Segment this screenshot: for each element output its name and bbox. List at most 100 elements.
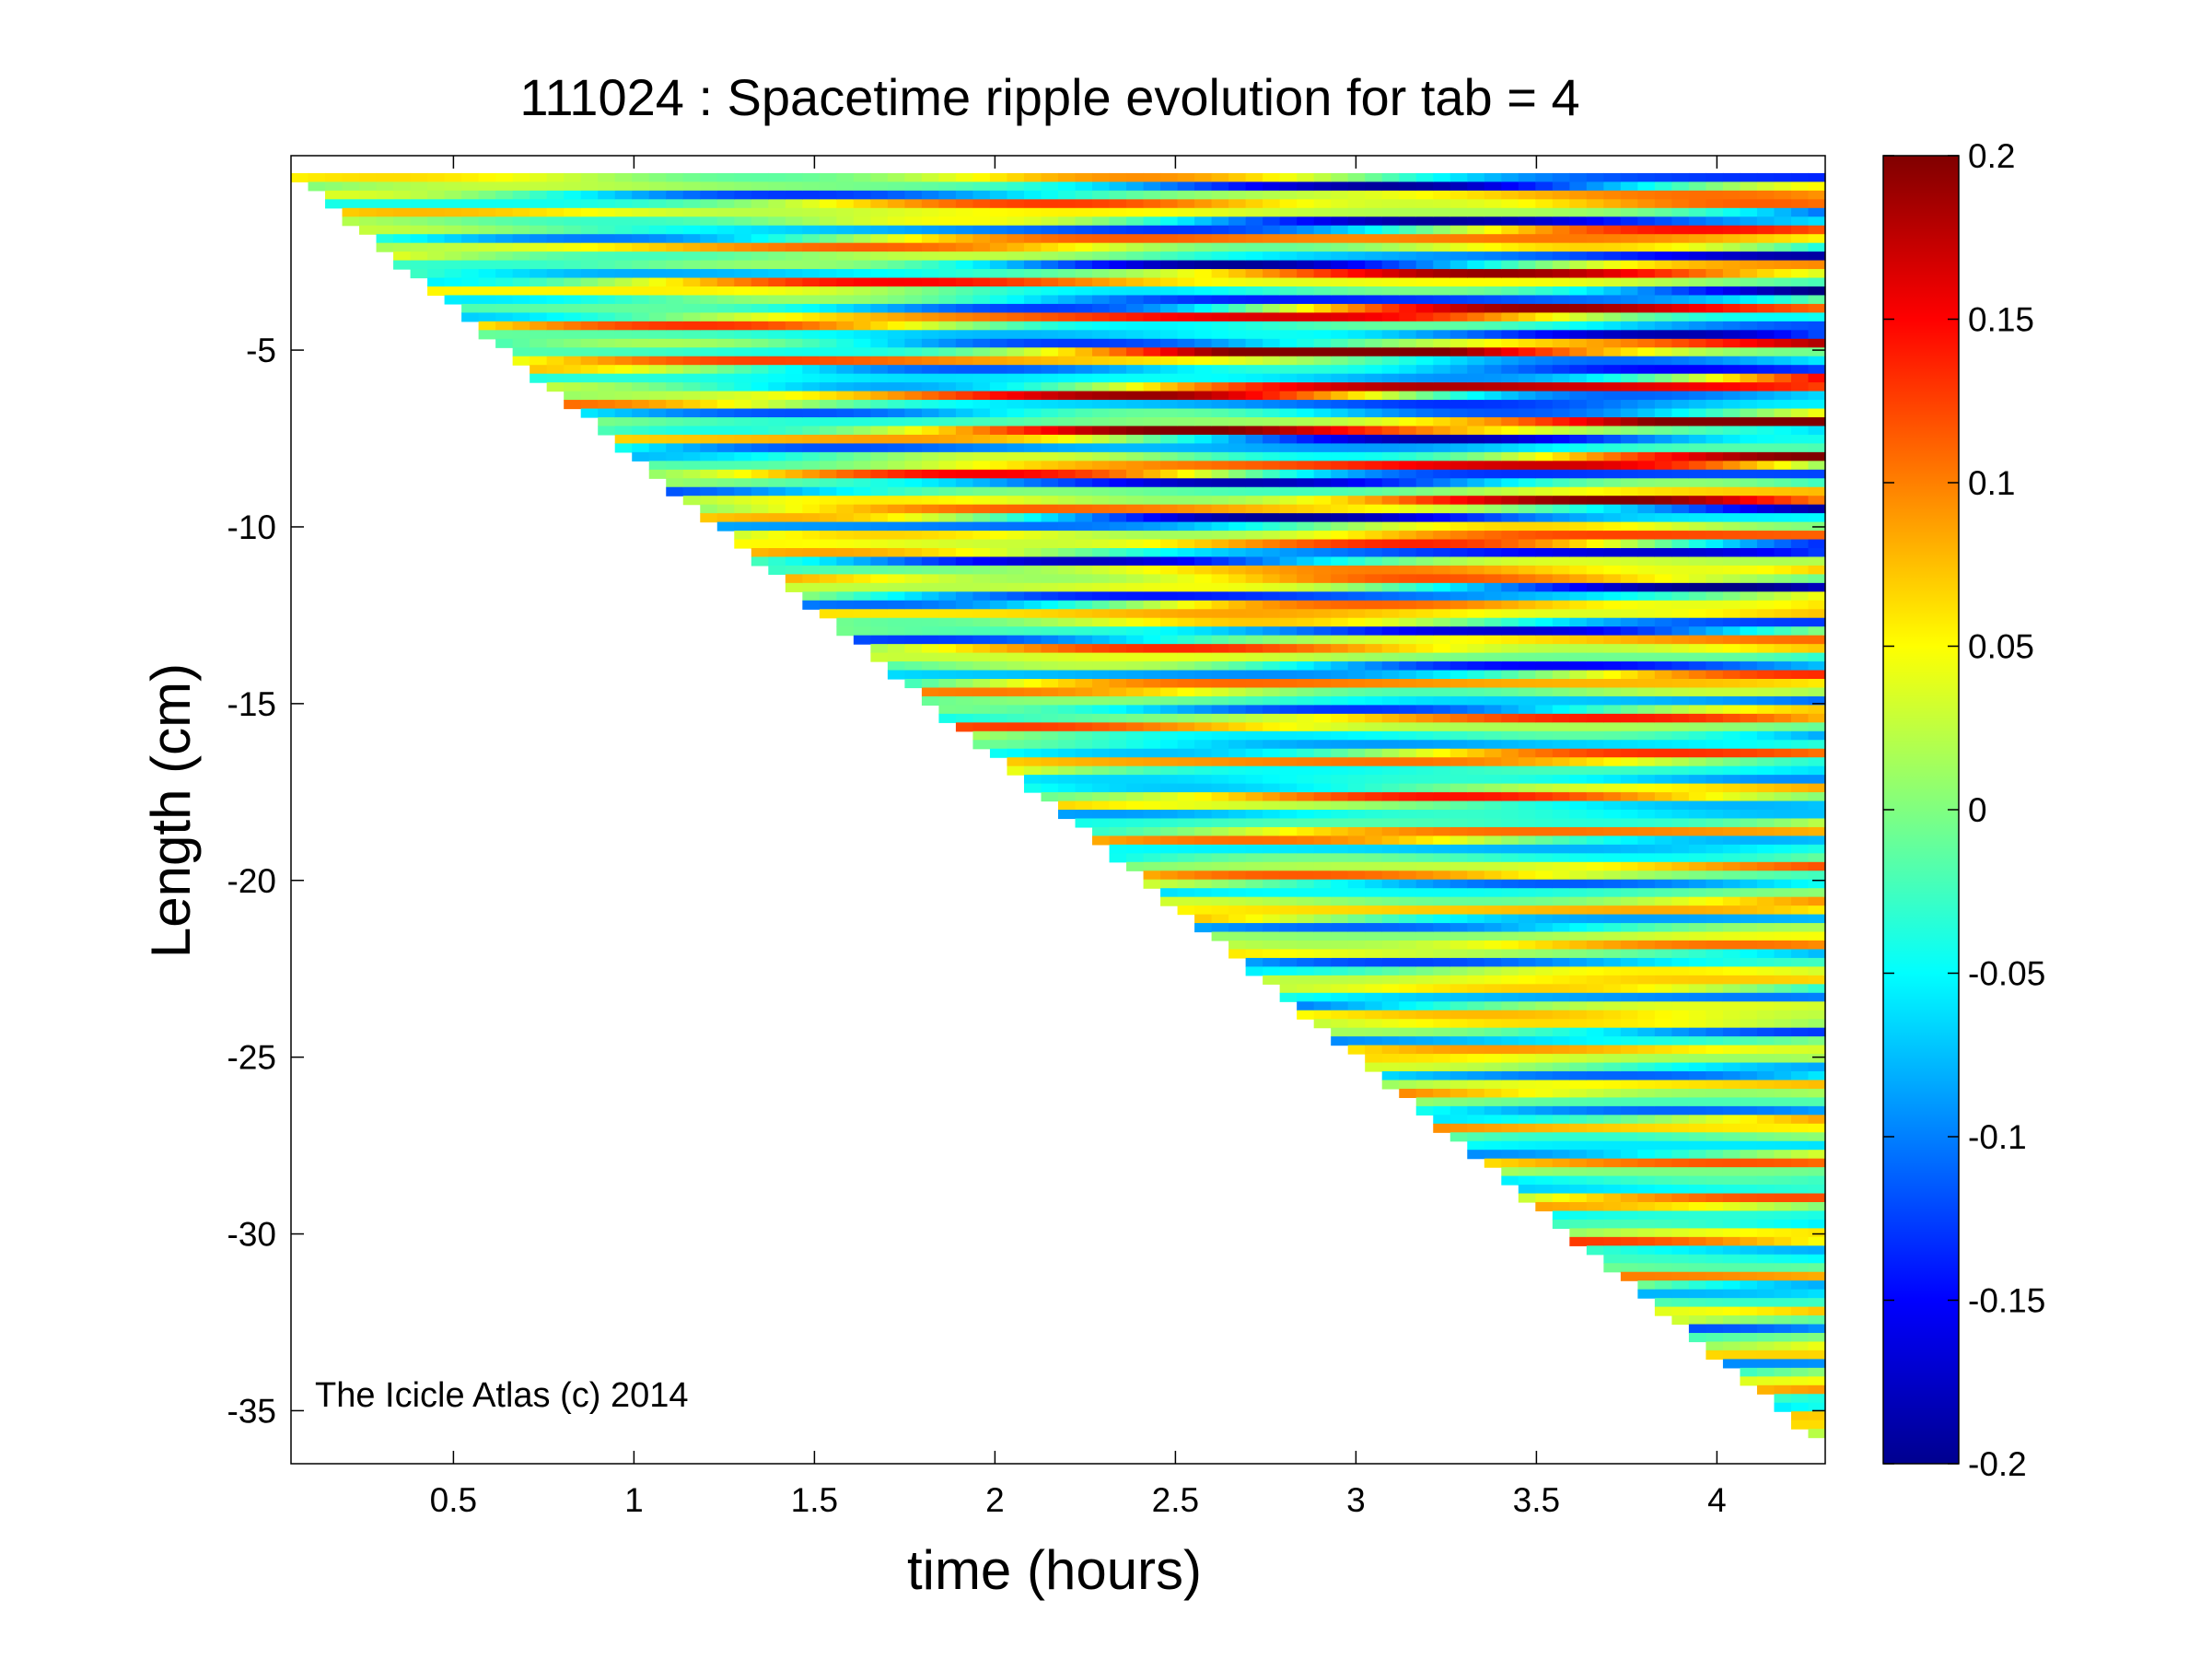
heatmap-cell: [1501, 295, 1519, 305]
heatmap-cell: [716, 356, 735, 366]
heatmap-cell: [1313, 826, 1332, 836]
heatmap-cell: [1518, 330, 1536, 340]
heatmap-cell: [1552, 303, 1570, 313]
heatmap-cell: [989, 609, 1008, 619]
heatmap-cell: [1194, 199, 1213, 209]
heatmap-cell: [1415, 695, 1434, 706]
heatmap-cell: [444, 199, 462, 209]
heatmap-cell: [1245, 225, 1263, 235]
heatmap-cell: [1603, 1010, 1622, 1020]
heatmap-cell: [1058, 644, 1077, 654]
heatmap-cell: [393, 251, 412, 262]
heatmap-cell: [1245, 190, 1263, 200]
heatmap-cell: [1279, 539, 1298, 549]
heatmap-cell: [1092, 548, 1111, 558]
heatmap-cell: [1449, 312, 1468, 322]
heatmap-cell: [1092, 531, 1111, 541]
heatmap-cell: [1518, 1123, 1536, 1133]
heatmap-cell: [1399, 600, 1417, 610]
heatmap-cell: [1058, 373, 1077, 383]
heatmap-cell: [1535, 844, 1554, 854]
heatmap-cell: [1449, 1097, 1468, 1107]
heatmap-cell: [1552, 722, 1570, 732]
heatmap-cell: [921, 382, 940, 392]
heatmap-cell: [1263, 670, 1281, 680]
heatmap-cell: [1297, 181, 1315, 192]
heatmap-cell: [1279, 765, 1298, 776]
heatmap-cell: [1399, 940, 1417, 951]
heatmap-cell: [1501, 879, 1519, 889]
heatmap-cell: [1347, 600, 1366, 610]
heatmap-cell: [1449, 940, 1468, 951]
heatmap-cell: [853, 451, 871, 461]
heatmap-cell: [1381, 661, 1400, 672]
heatmap-cell: [1297, 879, 1315, 889]
heatmap-cell: [546, 225, 565, 235]
heatmap-cell: [1245, 521, 1263, 532]
heatmap-cell: [1467, 940, 1485, 951]
heatmap-cell: [1228, 260, 1247, 270]
heatmap-cell: [1228, 757, 1247, 767]
heatmap-cell: [1263, 949, 1281, 959]
heatmap-cell: [1399, 207, 1417, 217]
heatmap-cell: [1160, 225, 1179, 235]
heatmap-cell: [1023, 277, 1042, 287]
heatmap-cell: [1177, 879, 1195, 889]
heatmap-cell: [682, 330, 701, 340]
heatmap-cell: [836, 277, 855, 287]
heatmap-cell: [648, 312, 667, 322]
heatmap-cell: [870, 565, 889, 575]
heatmap-cell: [1552, 1210, 1570, 1221]
heatmap-cell: [700, 373, 718, 383]
heatmap-cell: [1313, 382, 1332, 392]
heatmap-cell: [1518, 347, 1536, 357]
heatmap-cell: [1518, 269, 1536, 279]
heatmap-cell: [1177, 740, 1195, 750]
heatmap-cell: [734, 216, 752, 227]
heatmap-cell: [853, 269, 871, 279]
heatmap-cell: [1007, 242, 1025, 252]
heatmap-cell: [1399, 844, 1417, 854]
heatmap-cell: [478, 286, 496, 297]
heatmap-cell: [1058, 609, 1077, 619]
heatmap-cell: [1518, 687, 1536, 697]
heatmap-cell: [938, 347, 957, 357]
heatmap-cell: [1041, 451, 1059, 461]
heatmap-cell: [1075, 626, 1093, 637]
heatmap-cell: [1263, 914, 1281, 924]
heatmap-cell: [1194, 844, 1213, 854]
heatmap-cell: [1381, 792, 1400, 802]
heatmap-cell: [1415, 1036, 1434, 1046]
heatmap-cell: [598, 181, 616, 192]
heatmap-cell: [1313, 321, 1332, 331]
heatmap-cell: [1263, 556, 1281, 567]
heatmap-cell: [1501, 513, 1519, 523]
heatmap-cell: [598, 269, 616, 279]
heatmap-cell: [1347, 461, 1366, 471]
heatmap-cell: [682, 199, 701, 209]
heatmap-cell: [1313, 765, 1332, 776]
heatmap-cell: [1143, 216, 1161, 227]
heatmap-cell: [1041, 260, 1059, 270]
heatmap-cell: [1228, 496, 1247, 506]
heatmap-cell: [1041, 626, 1059, 637]
heatmap-cell: [1023, 382, 1042, 392]
heatmap-cell: [512, 199, 530, 209]
heatmap-cell: [1160, 740, 1179, 750]
heatmap-cell: [1279, 940, 1298, 951]
heatmap-cell: [1586, 1236, 1604, 1246]
heatmap-cell: [1518, 949, 1536, 959]
heatmap-cell: [1467, 443, 1485, 453]
heatmap-cell: [1058, 321, 1077, 331]
heatmap-cell: [1365, 582, 1383, 592]
heatmap-cell: [1228, 949, 1247, 959]
heatmap-cell: [785, 443, 803, 453]
heatmap-cell: [1331, 225, 1349, 235]
heatmap-cell: [785, 199, 803, 209]
heatmap-cell: [802, 469, 821, 479]
heatmap-cell: [1160, 330, 1179, 340]
heatmap-cell: [1415, 626, 1434, 637]
heatmap-cell: [1603, 521, 1622, 532]
heatmap-cell: [751, 338, 769, 348]
heatmap-cell: [989, 513, 1008, 523]
